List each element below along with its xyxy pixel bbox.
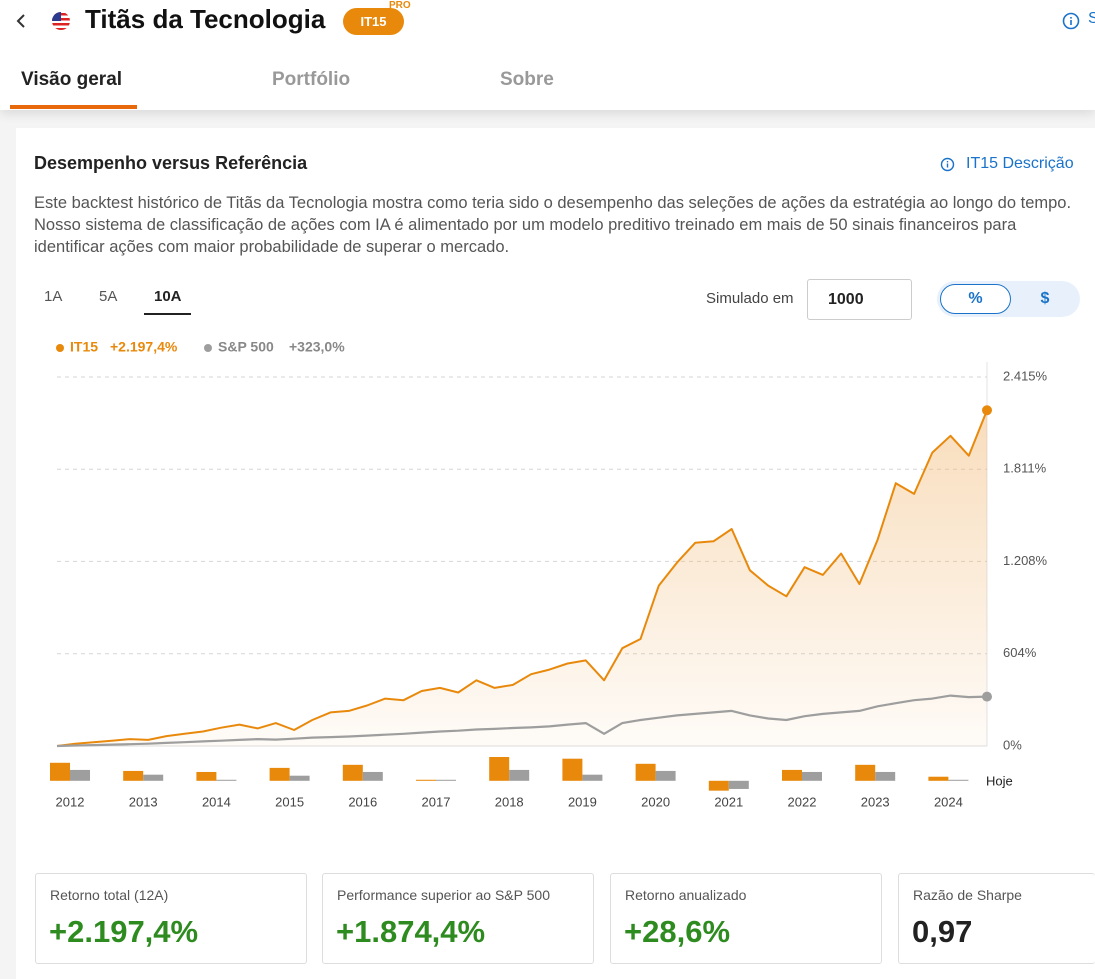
period-tab-active[interactable]: 10A (154, 288, 182, 305)
stat-value: +1.874,4% (336, 914, 486, 949)
bar (948, 779, 969, 781)
y-tick-label: 1.811% (1003, 461, 1047, 476)
stat-value: +28,6% (624, 914, 731, 949)
x-tick-label: 2020 (641, 794, 670, 809)
bar (70, 769, 90, 781)
bar (562, 758, 583, 781)
legend-dot (204, 344, 212, 352)
bar (416, 779, 436, 781)
bar (855, 764, 876, 781)
bar (289, 775, 310, 781)
stat-card: Performance superior ao S&P 500 +1.874,4% (322, 873, 594, 964)
tab[interactable]: Sobre (500, 69, 554, 90)
x-tick-label: 2024 (934, 794, 963, 809)
tab-active[interactable]: Visão geral (21, 69, 123, 90)
x-tick-label: 2012 (56, 794, 85, 809)
y-tick-label: 0% (1003, 737, 1022, 752)
tab-underline (10, 105, 137, 109)
x-tick-label: 2023 (861, 794, 890, 809)
bar (269, 767, 290, 781)
line (56, 694, 988, 748)
period-tab[interactable]: 1A (44, 288, 63, 305)
x-tick-label: 2017 (422, 794, 451, 809)
stat-label: Performance superior ao S&P 500 (337, 887, 550, 903)
header-link[interactable]: S (1088, 10, 1095, 27)
bar (708, 780, 729, 791)
bar (362, 771, 383, 781)
bar (875, 771, 896, 781)
card-title: Desempenho versus Referência (34, 153, 308, 173)
end-label: Hoje (986, 773, 1013, 788)
stat-label: Razão de Sharpe (913, 887, 1022, 903)
bar (802, 771, 822, 781)
bar (436, 779, 456, 781)
x-tick-label: 2021 (714, 794, 743, 809)
y-tick-label: 1.208% (1003, 553, 1048, 568)
top-bar (0, 0, 1095, 110)
stat-card: Retorno total (12A) +2.197,4% (35, 873, 307, 964)
legend-dot (56, 344, 64, 352)
simulated-label: Simulado em (706, 290, 794, 307)
stat-value: 0,97 (912, 914, 973, 949)
legend-change: +2.197,4% (110, 339, 178, 355)
bar (582, 774, 603, 781)
bar (655, 770, 676, 781)
bar (143, 774, 164, 781)
unit-option[interactable]: $ (1040, 290, 1050, 307)
description: Este backtest histórico de Titãs da Tecn… (34, 194, 1072, 256)
stat-card: Razão de Sharpe 0,97 (898, 873, 1095, 964)
back-button[interactable] (14, 12, 28, 30)
x-tick-label: 2018 (495, 794, 524, 809)
description-link[interactable]: IT15 Descrição (966, 155, 1074, 172)
tab[interactable]: Portfólio (272, 69, 351, 90)
flag (52, 12, 70, 30)
stat-card: Retorno anualizado +28,6% (610, 873, 882, 964)
period-underline (144, 313, 191, 315)
simulated-input[interactable]: 1000 (807, 279, 912, 320)
bar (342, 764, 363, 781)
bar (782, 769, 802, 781)
end-dot (982, 691, 992, 702)
bar (50, 762, 70, 781)
bar (196, 771, 217, 781)
badge: IT15 (343, 8, 404, 35)
line (56, 409, 988, 747)
bar (489, 757, 510, 781)
x-tick-label: 2022 (788, 794, 817, 809)
stat-label: Retorno anualizado (625, 887, 747, 903)
info-icon (940, 157, 955, 172)
y-tick-label: 604% (1003, 645, 1037, 660)
stat-label: Retorno total (12A) (50, 887, 169, 903)
bar (509, 769, 530, 781)
legend-name: IT15 (70, 339, 98, 355)
bar (928, 776, 949, 781)
bar (216, 779, 237, 781)
end-dot (982, 405, 992, 416)
badge-tag: PRO (389, 0, 411, 11)
x-tick-label: 2016 (348, 794, 377, 809)
y-tick-label: 2.415% (1003, 368, 1048, 383)
x-tick-label: 2013 (129, 794, 158, 809)
period-tab[interactable]: 5A (99, 288, 118, 305)
chart: 0% 604% 1.208% 1.811% 2.415% IT15 +2.197,4% S&P… (50, 339, 1048, 809)
x-tick-label: 2019 (568, 794, 597, 809)
page-title: Titãs da Tecnologia (85, 4, 326, 34)
x-tick-label: 2014 (202, 794, 231, 809)
info-icon[interactable] (1062, 12, 1080, 30)
area (57, 410, 987, 746)
bar (123, 770, 144, 781)
unit-option-active[interactable]: % (940, 284, 1011, 314)
legend-name: S&P 500 (218, 339, 274, 355)
stat-value: +2.197,4% (49, 914, 199, 949)
x-tick-label: 2015 (275, 794, 304, 809)
legend-change: +323,0% (289, 339, 345, 355)
bar (728, 780, 749, 789)
bar (635, 763, 656, 781)
